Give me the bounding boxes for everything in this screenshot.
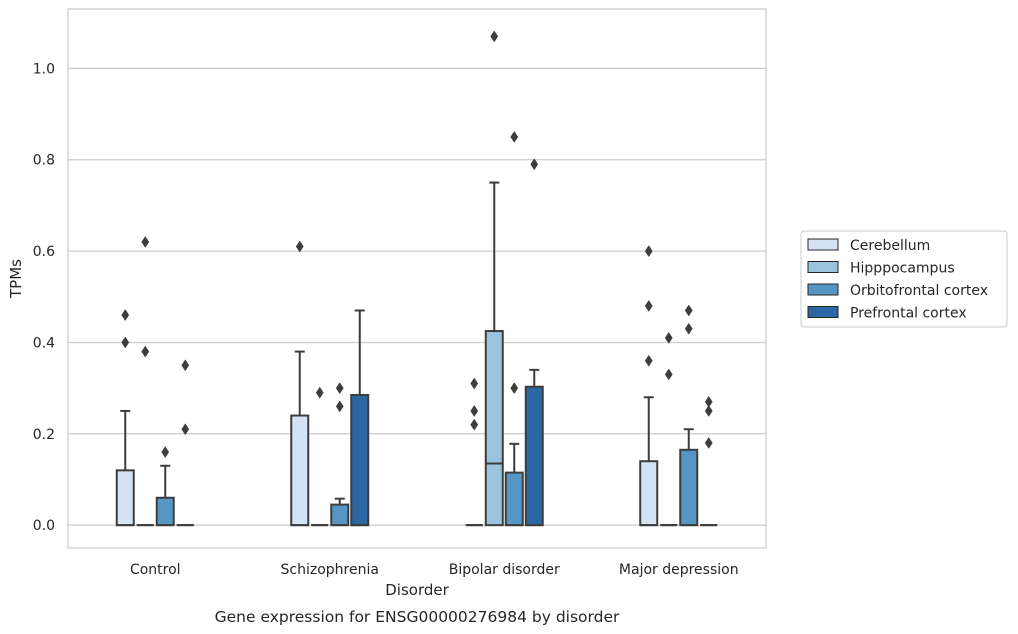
plot-area [67, 8, 767, 549]
y-tick-label: 1.0 [33, 61, 55, 77]
outlier-point [141, 345, 150, 358]
outlier-point [335, 400, 344, 413]
box-group [679, 304, 699, 527]
outlier-point [470, 418, 479, 431]
outlier-point [295, 240, 304, 253]
outlier-point [470, 377, 479, 390]
box [524, 385, 544, 527]
box-group [700, 395, 718, 527]
outlier-point [335, 382, 344, 395]
outlier-point [704, 395, 713, 408]
outlier-point [490, 30, 499, 43]
outlier-point [181, 423, 190, 436]
box-group [465, 377, 483, 527]
x-axis-ticks: Control Schizophrenia Bipolar disorder Majo… [130, 562, 739, 578]
legend-label: Orbitofrontal cortex [850, 283, 988, 299]
outlier-point [664, 368, 673, 381]
box-group [290, 240, 310, 527]
box [290, 414, 310, 527]
y-tick-label: 0.8 [33, 153, 55, 169]
x-tick-label: Control [130, 562, 181, 578]
outlier-point [684, 322, 693, 335]
legend-label: Prefrontal cortex [850, 306, 967, 322]
outlier-point [644, 299, 653, 312]
outlier-point [684, 304, 693, 317]
legend-swatch [807, 238, 839, 251]
box-group [504, 130, 524, 527]
box-group [311, 386, 329, 527]
boxes [115, 30, 718, 527]
x-axis-label: Disorder [385, 581, 449, 599]
outlier-point [510, 130, 519, 143]
box [504, 471, 524, 527]
legend-label: Hipppocampus [850, 261, 955, 277]
box [639, 460, 659, 527]
outlier-point [141, 236, 150, 248]
x-tick-label: Bipolar disorder [449, 562, 560, 578]
y-tick-label: 0.0 [33, 518, 55, 534]
legend-label: Cerebellum [850, 238, 930, 254]
outlier-point [530, 158, 539, 171]
outlier-point [704, 405, 713, 417]
outlier-point [121, 309, 130, 321]
y-tick-label: 0.4 [33, 335, 55, 351]
outlier-point [161, 446, 170, 459]
outlier-point [510, 382, 519, 395]
box-group [330, 382, 350, 527]
legend-swatch [807, 283, 839, 296]
legend-frame [800, 230, 1008, 328]
chart-caption: Gene expression for ENSG00000276984 by d… [215, 608, 620, 626]
x-tick-label: Schizophrenia [281, 562, 379, 578]
box-group [484, 30, 504, 527]
outlier-point [664, 331, 673, 344]
box-group [639, 245, 659, 527]
outlier-point [181, 359, 190, 372]
legend: Cerebellum Hipppocampus Orbitofrontal cort… [800, 230, 1008, 328]
gridlines [68, 67, 766, 526]
outlier-point [644, 354, 653, 367]
box-group [176, 359, 194, 527]
x-tick-label: Major depression [619, 562, 739, 578]
box [679, 448, 699, 527]
outlier-point [315, 386, 324, 399]
box [484, 330, 504, 527]
y-tick-label: 0.6 [33, 244, 55, 260]
box-group [155, 446, 175, 527]
box [155, 496, 175, 527]
legend-swatch [807, 306, 839, 318]
box-group [136, 236, 154, 527]
y-tick-label: 0.2 [33, 427, 55, 443]
box-group [115, 309, 135, 527]
legend-swatch [807, 261, 839, 273]
outlier-point [704, 436, 713, 449]
outlier-point [644, 245, 653, 258]
outlier-point [121, 336, 130, 349]
y-axis-label: TPMs [7, 259, 25, 299]
y-axis-ticks: 0.0 0.2 0.4 0.6 0.8 1.0 [33, 61, 55, 534]
box-group [660, 331, 678, 527]
outlier-point [470, 405, 479, 417]
box [330, 503, 350, 527]
box [350, 393, 370, 527]
box [115, 469, 135, 527]
box-group [350, 309, 370, 527]
box-group [524, 158, 544, 527]
